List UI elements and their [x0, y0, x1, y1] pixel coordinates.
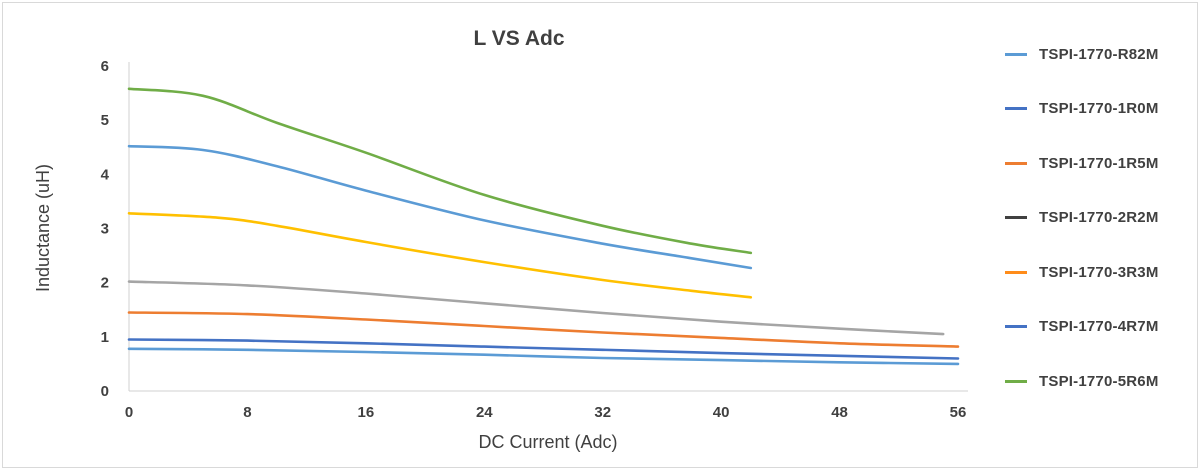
- legend-label: TSPI-1770-5R6M: [1039, 372, 1159, 390]
- axes: [128, 62, 968, 392]
- x-tick-label: 40: [713, 404, 730, 421]
- legend-item: TSPI-1770-5R6M: [1005, 371, 1159, 391]
- legend-item: TSPI-1770-2R2M: [1005, 208, 1159, 228]
- legend-label: TSPI-1770-1R5M: [1039, 154, 1159, 172]
- x-tick-label: 32: [594, 404, 611, 421]
- y-axis-label: Inductance (uH): [33, 164, 53, 292]
- legend-swatch: [1005, 107, 1027, 110]
- legend-label: TSPI-1770-4R7M: [1039, 318, 1159, 335]
- y-tick-label: 0: [101, 383, 109, 400]
- series-line-tspi-1770-r82m: [127, 347, 960, 366]
- chart-title: L VS Adc: [473, 27, 564, 50]
- legend-swatch: [1005, 161, 1027, 165]
- x-tick-label: 48: [831, 404, 848, 421]
- legend-item: TSPI-1770-4R7M: [1005, 317, 1159, 337]
- series-line-tspi-1770-5r6m: [127, 87, 753, 255]
- y-tick-label: 5: [101, 112, 109, 129]
- series-line-tspi-1770-1r5m: [127, 311, 960, 348]
- legend-item: TSPI-1770-1R0M: [1005, 99, 1159, 119]
- series-line-tspi-1770-4r7m: [127, 144, 753, 270]
- y-tick-label: 2: [101, 275, 109, 292]
- legend-label: TSPI-1770-1R0M: [1039, 100, 1159, 117]
- legend-swatch: [1005, 379, 1027, 383]
- legend-item: TSPI-1770-1R5M: [1005, 153, 1159, 173]
- x-tick-label: 8: [243, 404, 251, 421]
- series-line-tspi-1770-1r0m: [127, 338, 960, 360]
- y-tick-label: 4: [101, 166, 110, 183]
- legend-item: TSPI-1770-R82M: [1005, 44, 1159, 64]
- legend-label: TSPI-1770-3R3M: [1039, 263, 1159, 281]
- x-tick-label: 0: [125, 404, 133, 421]
- x-tick-label: 56: [950, 404, 967, 421]
- series-line-tspi-1770-3r3m: [127, 212, 753, 299]
- x-tick-label: 24: [476, 404, 493, 421]
- legend-swatch: [1005, 52, 1027, 56]
- series-line-tspi-1770-2r2m: [127, 280, 945, 336]
- x-tick-label: 16: [358, 404, 375, 421]
- y-tick-label: 1: [101, 329, 109, 346]
- chart-frame: [2, 2, 1198, 468]
- y-tick-label: 3: [101, 221, 109, 238]
- legend-label: TSPI-1770-R82M: [1039, 45, 1159, 63]
- legend-swatch: [1005, 216, 1027, 219]
- series-lines: [127, 87, 960, 366]
- legend-label: TSPI-1770-2R2M: [1039, 209, 1159, 226]
- legend-item: TSPI-1770-3R3M: [1005, 262, 1159, 282]
- legend-swatch: [1005, 270, 1027, 274]
- x-axis-label: DC Current (Adc): [478, 432, 617, 452]
- y-tick-label: 6: [101, 58, 109, 75]
- legend-swatch: [1005, 325, 1027, 328]
